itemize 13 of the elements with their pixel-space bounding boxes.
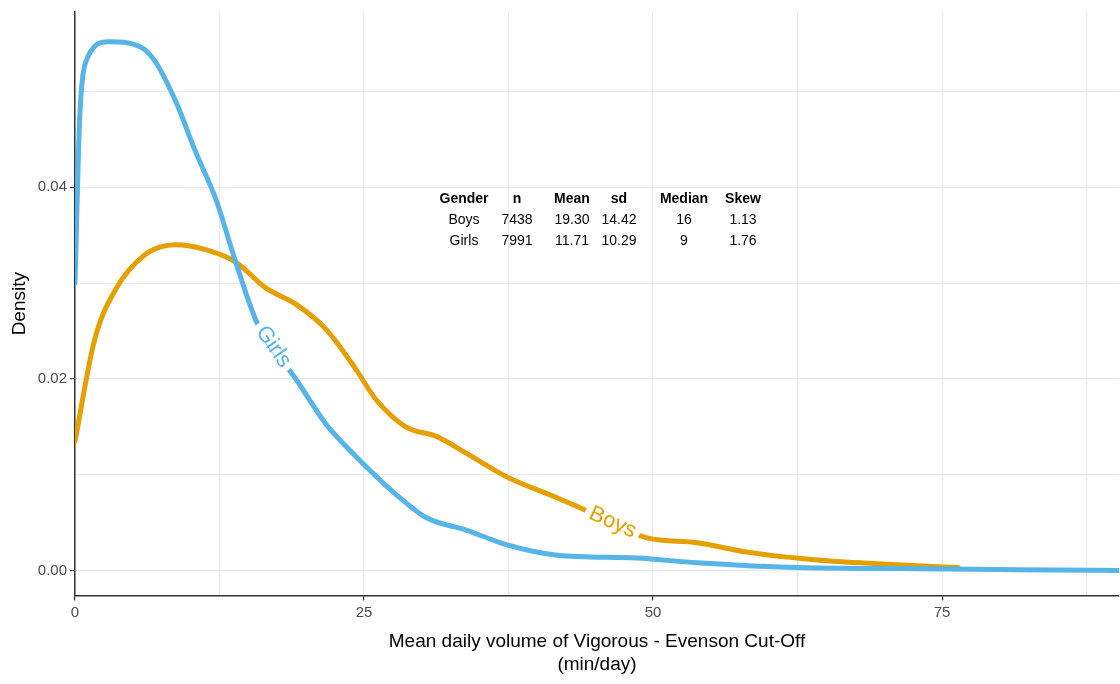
text: Boys bbox=[585, 499, 641, 543]
text: Girls 7991 11.71 10.29 9 1.76 bbox=[449, 231, 757, 248]
x-tick-label: 75 bbox=[933, 602, 951, 620]
x-tick-label: 0 bbox=[70, 602, 80, 620]
y-tick-label: 0.04 bbox=[37, 177, 67, 195]
x-tick-label: 50 bbox=[644, 602, 662, 620]
y-axis-title: Density bbox=[7, 271, 29, 336]
text: Boys 7438 19.30 14.42 16 1.13 bbox=[448, 210, 757, 227]
text: Gender n Mean sd Median Skew bbox=[439, 189, 761, 206]
y-tick-label: 0.02 bbox=[37, 369, 67, 387]
x-tick-label: 25 bbox=[355, 602, 373, 620]
text: 0.00 bbox=[37, 560, 67, 578]
x-axis-title: Mean daily volume of Vigorous - Evenson Cut-Off (min/day) bbox=[388, 630, 806, 674]
